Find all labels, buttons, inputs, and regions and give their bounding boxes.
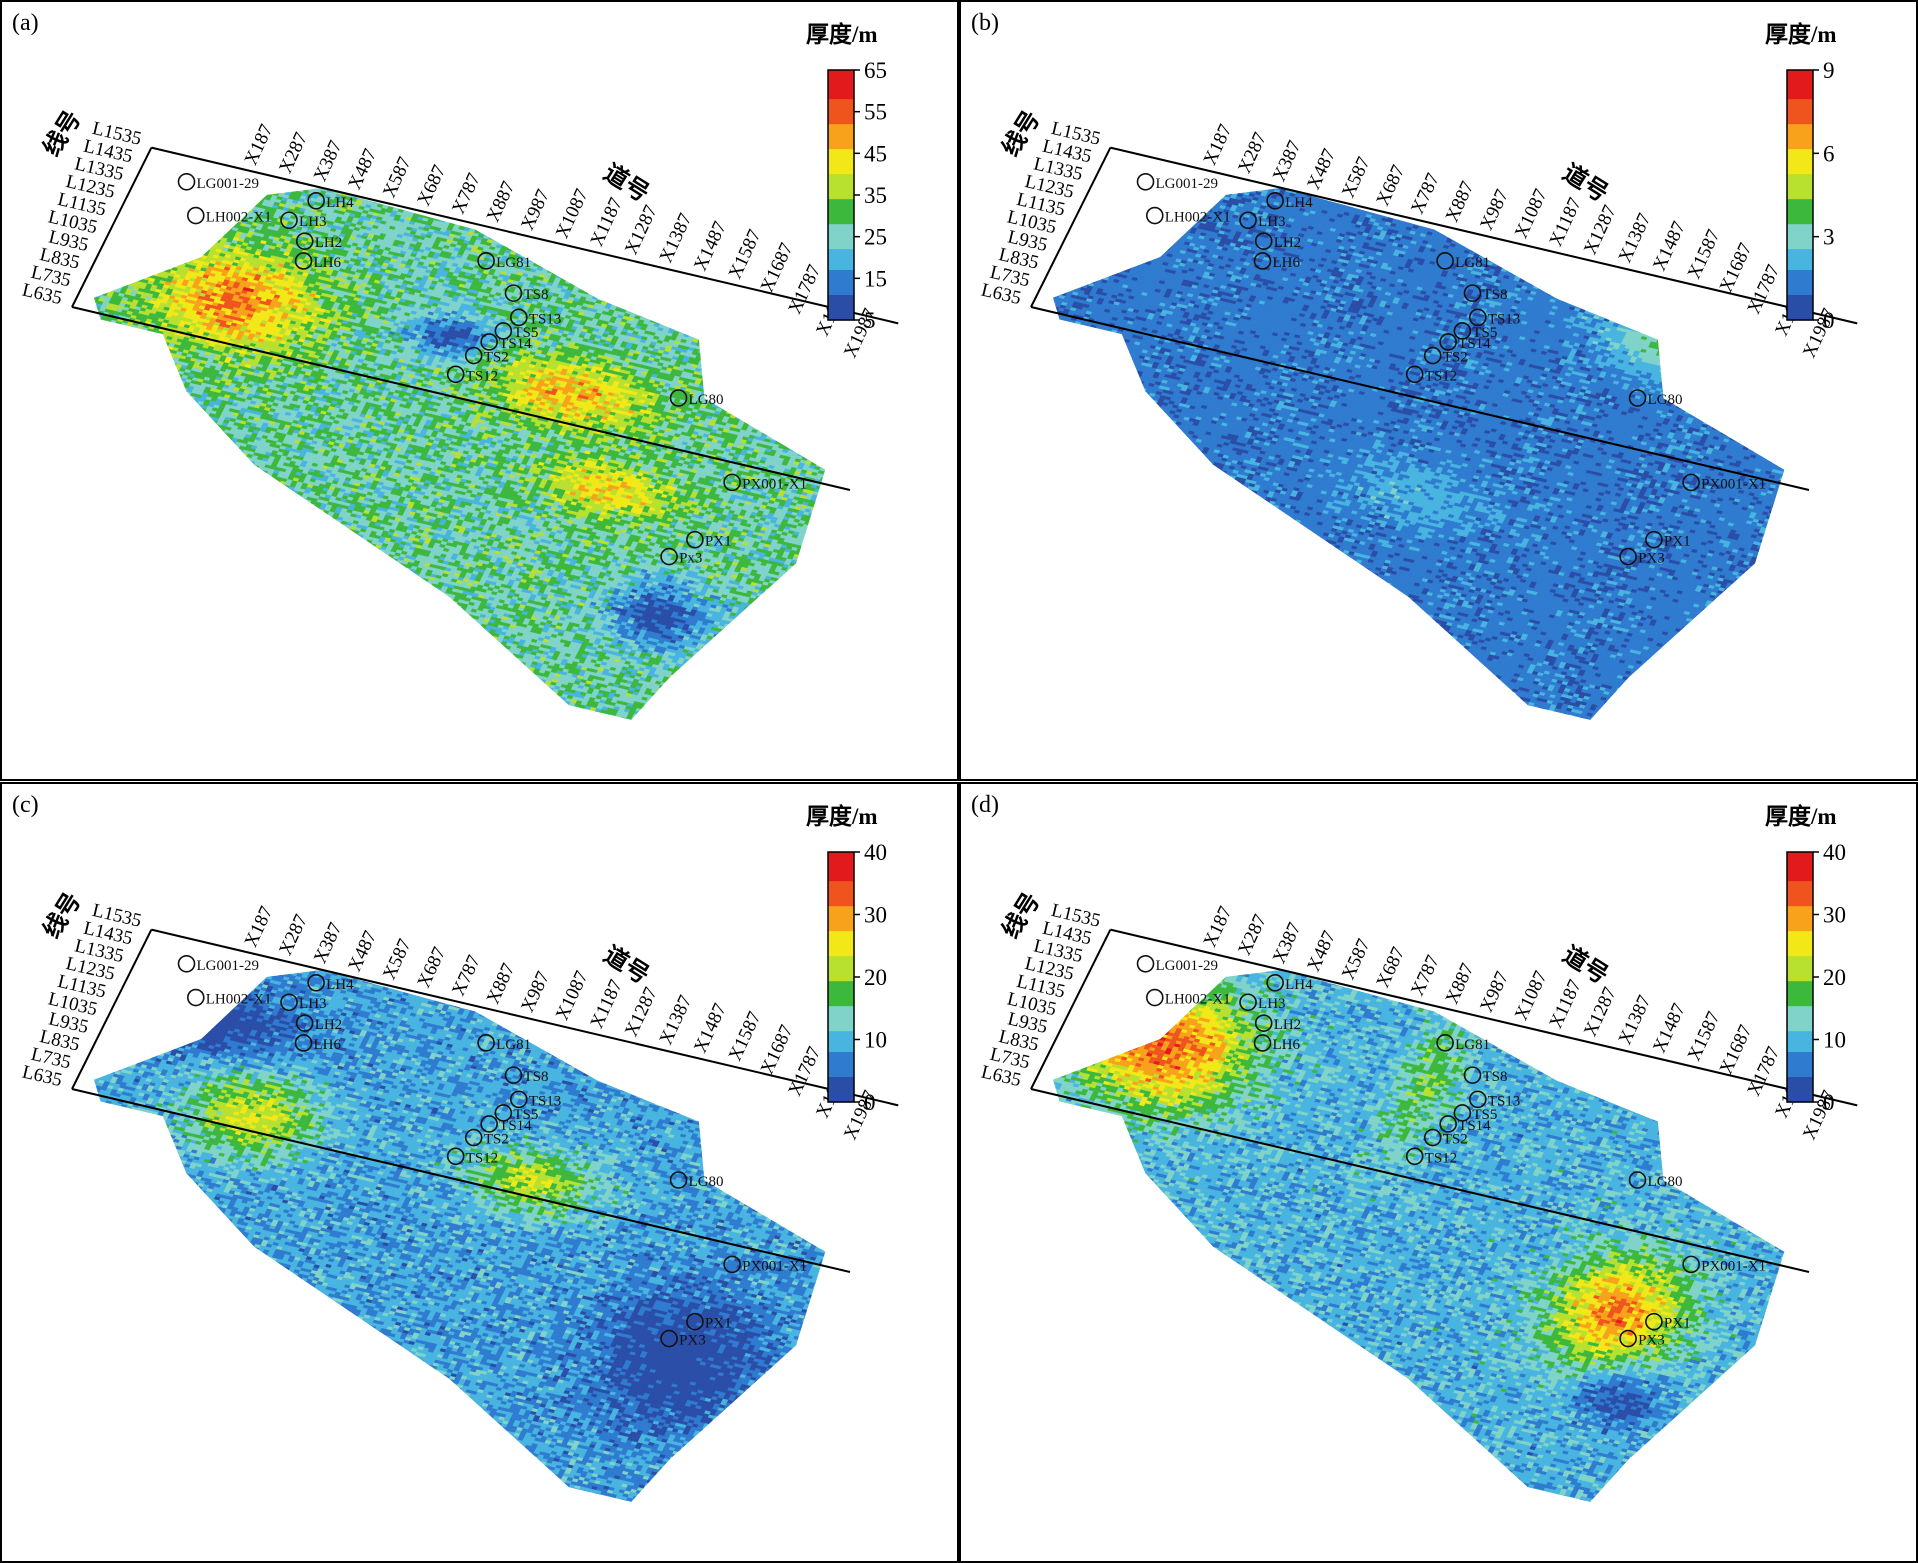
colorbar-tick-label: 40 — [1823, 840, 1846, 865]
colorbar-tick-label: 5 — [864, 308, 876, 333]
panel-b: (b)L1535L1435L1335L1235L1135L1035L935L83… — [903, 1, 1918, 780]
well-name-label: TS8 — [1482, 1069, 1507, 1085]
well-name-label: LG81 — [1455, 255, 1490, 271]
colorbar-tick-label: 6 — [1823, 141, 1835, 166]
well-name-label: LG001-29 — [1156, 176, 1219, 192]
colorbar-title: 厚度/m — [806, 803, 878, 829]
well-name-label: TS2 — [484, 350, 509, 366]
well-name-label: PX001-X1 — [1701, 1258, 1766, 1274]
colorbar-tick-label: 30 — [1823, 903, 1846, 928]
colorbar-title: 厚度/m — [1765, 21, 1837, 47]
well-name-label: PX1 — [705, 1316, 732, 1332]
well-name-label: LG001-29 — [1156, 958, 1219, 974]
well-name-label: LG80 — [689, 392, 724, 408]
colorbar-tick-label: 20 — [864, 965, 887, 990]
well-name-label: LG80 — [1648, 392, 1683, 408]
colorbar-tick-label: 0 — [1823, 308, 1835, 333]
panel-label: (d) — [971, 792, 999, 818]
colorbar-tick-label: 20 — [1823, 965, 1846, 990]
colorbar-tick-label: 25 — [864, 225, 887, 250]
well-name-label: LG81 — [496, 255, 531, 271]
well-name-label: LG81 — [1455, 1037, 1490, 1053]
well-name-label: LG80 — [689, 1174, 724, 1190]
well-name-label: PX3 — [679, 1333, 706, 1349]
well-name-label: TS8 — [1482, 287, 1507, 303]
well-name-label: LH2 — [315, 235, 343, 251]
colorbar-tick-label: 40 — [864, 840, 887, 865]
well-name-label: Px3 — [679, 551, 702, 567]
well-name-label: PX3 — [1638, 551, 1665, 567]
well-name-label: LG80 — [1648, 1174, 1683, 1190]
well-name-label: LH4 — [326, 977, 354, 993]
colorbar-title: 厚度/m — [806, 21, 878, 47]
well-name-label: TS2 — [1443, 1132, 1468, 1148]
well-name-label: TS8 — [523, 1069, 548, 1085]
well-name-label: TS12 — [466, 368, 499, 384]
panel-d: (d)L1535L1435L1335L1235L1135L1035L935L83… — [903, 783, 1918, 1562]
panel-label: (a) — [12, 10, 39, 36]
well-name-label: TS12 — [1425, 1150, 1458, 1166]
colorbar-tick-label: 0 — [864, 1090, 876, 1115]
well-name-label: LH002-X1 — [206, 210, 272, 226]
well-name-label: TS8 — [523, 287, 548, 303]
well-name-label: LH4 — [326, 195, 354, 211]
well-name-label: LH002-X1 — [206, 992, 272, 1008]
well-name-label: PX001-X1 — [1701, 476, 1766, 492]
colorbar-tick-label: 9 — [1823, 58, 1835, 83]
colorbar-tick-label: 10 — [864, 1028, 887, 1053]
well-name-label: LH2 — [1274, 1017, 1302, 1033]
colorbar-tick-label: 65 — [864, 58, 887, 83]
colorbar-tick-label: 30 — [864, 903, 887, 928]
colorbar-tick-label: 55 — [864, 100, 887, 125]
well-name-label: LH6 — [314, 255, 342, 271]
colorbar-tick-label: 10 — [1823, 1028, 1846, 1053]
well-name-label: LH002-X1 — [1165, 210, 1231, 226]
well-name-label: LH3 — [1258, 214, 1286, 230]
colorbar-tick-label: 0 — [1823, 1090, 1835, 1115]
well-name-label: LH2 — [1274, 235, 1302, 251]
well-name-label: TS2 — [484, 1132, 509, 1148]
well-name-label: TS2 — [1443, 350, 1468, 366]
panel-c: (c)L1535L1435L1335L1235L1135L1035L935L83… — [0, 783, 978, 1562]
well-name-label: LH4 — [1285, 977, 1313, 993]
well-name-label: PX001-X1 — [742, 476, 807, 492]
well-name-label: LG81 — [496, 1037, 531, 1053]
well-name-label: LH3 — [299, 214, 327, 230]
well-name-label: LH3 — [1258, 996, 1286, 1012]
well-name-label: LH002-X1 — [1165, 992, 1231, 1008]
panel-label: (b) — [971, 10, 999, 36]
well-name-label: PX3 — [1638, 1333, 1665, 1349]
colorbar-tick-label: 15 — [864, 266, 887, 291]
well-name-label: LH3 — [299, 996, 327, 1012]
colorbar-tick-label: 35 — [864, 183, 887, 208]
panel-a: (a)L1535L1435L1335L1235L1135L1035L935L83… — [0, 1, 978, 780]
well-name-label: LH2 — [315, 1017, 343, 1033]
colorbar-tick-label: 3 — [1823, 225, 1835, 250]
well-name-label: LH6 — [1273, 255, 1301, 271]
well-name-label: PX1 — [705, 534, 732, 550]
colorbar-title: 厚度/m — [1765, 803, 1837, 829]
well-name-label: PX001-X1 — [742, 1258, 807, 1274]
well-name-label: PX1 — [1664, 534, 1691, 550]
well-name-label: PX1 — [1664, 1316, 1691, 1332]
well-name-label: LH6 — [1273, 1037, 1301, 1053]
well-name-label: LH4 — [1285, 195, 1313, 211]
well-name-label: TS12 — [1425, 368, 1458, 384]
well-name-label: LG001-29 — [197, 176, 260, 192]
panel-label: (c) — [12, 792, 39, 818]
colorbar-tick-label: 45 — [864, 141, 887, 166]
well-name-label: LH6 — [314, 1037, 342, 1053]
well-name-label: LG001-29 — [197, 958, 260, 974]
well-name-label: TS12 — [466, 1150, 499, 1166]
